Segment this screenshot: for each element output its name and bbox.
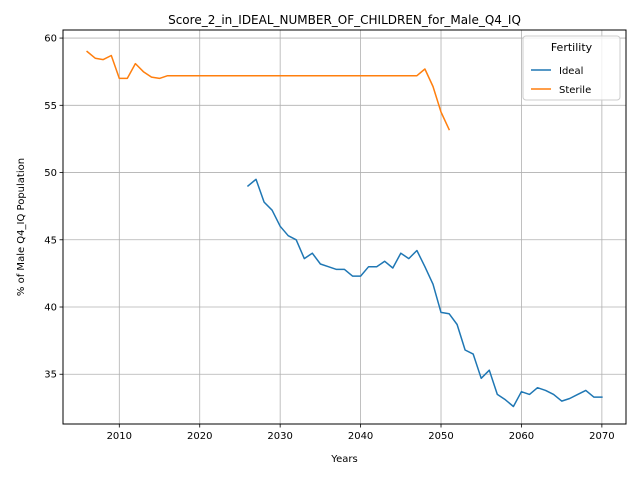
legend-label-ideal: Ideal (559, 66, 583, 77)
y-tick-label: 45 (44, 235, 57, 246)
x-tick-label: 2020 (187, 431, 212, 442)
y-tick-label: 50 (44, 168, 57, 179)
x-axis-ticks: 2010 2020 2030 2040 2050 2060 2070 (107, 424, 615, 442)
series-line-ideal (246, 178, 603, 408)
series-lines (86, 50, 603, 408)
x-tick-label: 2060 (509, 431, 534, 442)
x-tick-label: 2050 (428, 431, 453, 442)
y-tick-label: 60 (44, 34, 57, 45)
legend-label-sterile: Sterile (559, 85, 591, 96)
legend-box (522, 35, 621, 101)
x-tick-label: 2070 (589, 431, 614, 442)
x-axis-label: Years (330, 454, 357, 465)
y-tick-label: 40 (44, 303, 57, 314)
series-line-sterile (86, 50, 451, 131)
plot-frame (62, 29, 627, 425)
y-axis-label: % of Male Q4_IQ Population (16, 158, 27, 296)
x-tick-label: 2040 (348, 431, 373, 442)
chart-title: Score_2_in_IDEAL_NUMBER_OF_CHILDREN_for_… (168, 13, 521, 27)
legend-title: Fertility (551, 41, 593, 54)
x-tick-label: 2010 (107, 431, 132, 442)
y-tick-label: 55 (44, 101, 57, 112)
y-axis-ticks: 35 40 45 50 55 60 (44, 34, 63, 381)
legend: Fertility Ideal Sterile (522, 35, 621, 101)
y-tick-label: 35 (44, 370, 57, 381)
x-tick-label: 2030 (267, 431, 292, 442)
